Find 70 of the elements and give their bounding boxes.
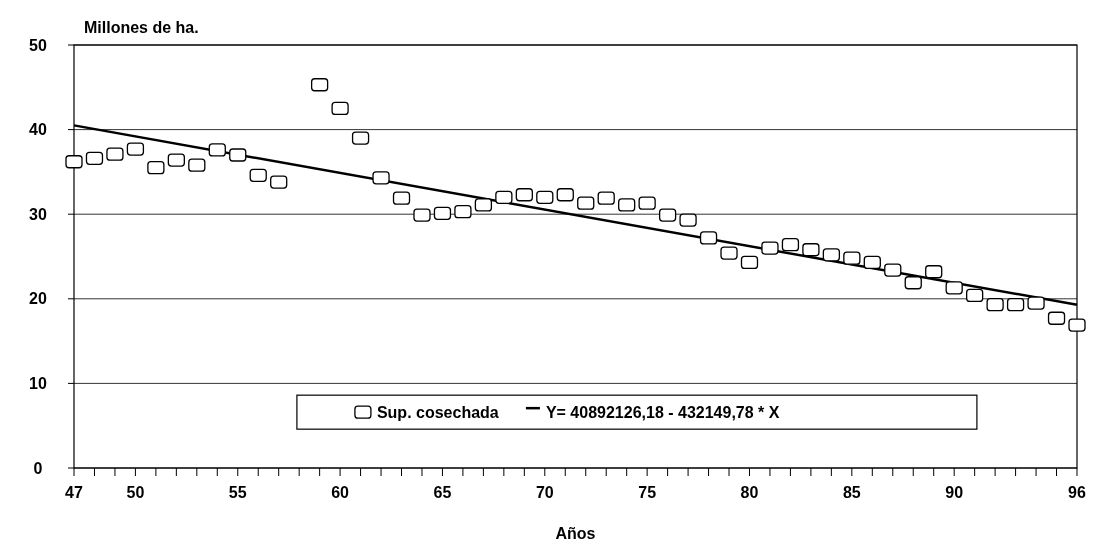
point bbox=[208, 143, 226, 157]
point bbox=[925, 265, 943, 279]
x-tick-label: 80 bbox=[740, 484, 759, 501]
point bbox=[597, 191, 615, 205]
point bbox=[556, 188, 574, 202]
point bbox=[986, 298, 1004, 312]
point bbox=[126, 142, 145, 156]
point bbox=[433, 206, 452, 220]
point bbox=[413, 208, 431, 222]
x-axis-title: Años bbox=[555, 525, 596, 542]
x-tick-label: 85 bbox=[842, 484, 861, 501]
x-tick-label: 70 bbox=[535, 484, 554, 501]
y-tick-label: 50 bbox=[29, 36, 47, 54]
x-tick-label: 50 bbox=[126, 484, 145, 501]
point bbox=[188, 158, 206, 172]
point bbox=[515, 188, 533, 202]
x-tick-label: 47 bbox=[65, 484, 83, 501]
x-tick-label: 60 bbox=[331, 484, 350, 501]
legend-label: Y= 40892126,18 - 432149,78 * X bbox=[545, 403, 780, 421]
y-tick-label: 0 bbox=[33, 459, 43, 477]
point bbox=[679, 213, 697, 227]
y-tick-label: 40 bbox=[29, 121, 47, 139]
point bbox=[658, 208, 677, 222]
x-tick-label: 90 bbox=[945, 484, 964, 501]
point bbox=[249, 168, 267, 182]
x-tick-label: 96 bbox=[1068, 484, 1086, 501]
point bbox=[270, 175, 288, 189]
point bbox=[392, 191, 411, 205]
x-tick-label: 75 bbox=[638, 484, 657, 501]
point bbox=[740, 255, 759, 270]
point bbox=[536, 190, 554, 204]
point bbox=[229, 148, 247, 162]
point bbox=[822, 248, 841, 262]
point bbox=[618, 198, 636, 212]
point bbox=[577, 196, 595, 210]
point bbox=[167, 153, 185, 167]
point bbox=[884, 263, 902, 277]
point bbox=[1006, 298, 1025, 312]
point bbox=[1027, 296, 1045, 310]
point bbox=[351, 131, 370, 145]
point bbox=[638, 196, 656, 210]
point bbox=[781, 238, 800, 252]
point bbox=[495, 190, 513, 204]
point bbox=[945, 281, 963, 295]
point bbox=[843, 251, 861, 265]
y-axis-title: Millones de ha. bbox=[84, 19, 199, 36]
point bbox=[761, 241, 779, 255]
y-tick-label: 10 bbox=[29, 375, 47, 392]
point bbox=[65, 155, 83, 169]
y-tick-label: 30 bbox=[29, 205, 47, 223]
point bbox=[147, 161, 165, 175]
point bbox=[85, 151, 104, 166]
point bbox=[802, 243, 820, 257]
legend-label: Sup. cosechada bbox=[376, 403, 499, 421]
point bbox=[699, 231, 718, 245]
point bbox=[863, 255, 881, 270]
y-tick-label: 20 bbox=[29, 290, 47, 308]
point bbox=[966, 288, 984, 303]
point bbox=[1047, 311, 1066, 325]
point bbox=[372, 171, 390, 185]
point bbox=[454, 205, 472, 219]
point bbox=[1068, 318, 1086, 332]
point bbox=[904, 276, 922, 290]
point bbox=[331, 101, 349, 116]
x-tick-label: 65 bbox=[433, 484, 452, 501]
x-tick-label: 55 bbox=[228, 484, 247, 501]
point bbox=[310, 78, 329, 92]
point bbox=[720, 246, 738, 260]
point bbox=[106, 147, 124, 161]
point bbox=[474, 198, 493, 212]
